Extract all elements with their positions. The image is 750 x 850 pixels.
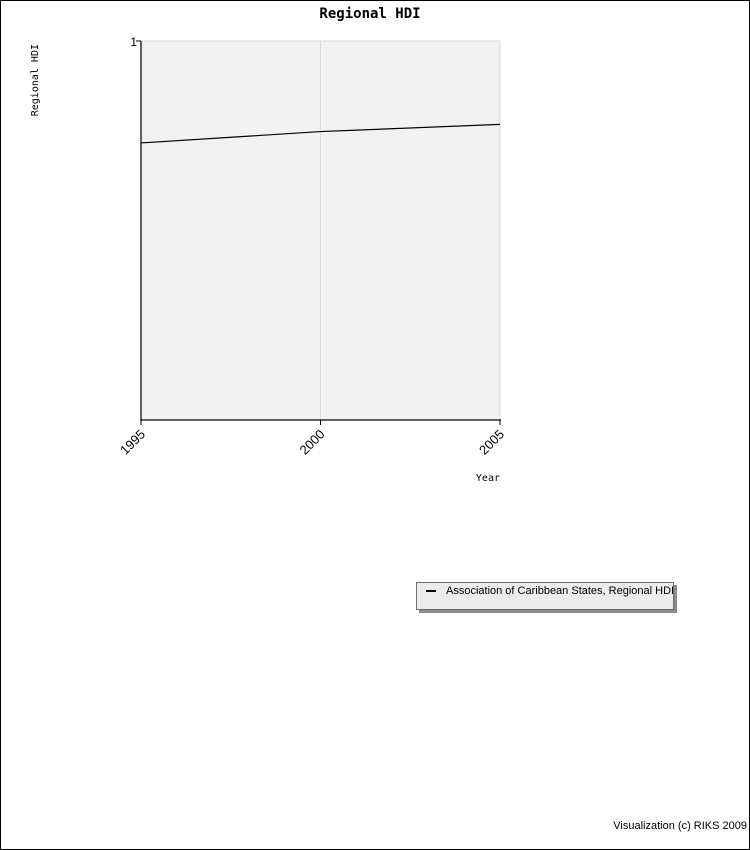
y-axis-label: Regional HDI <box>30 44 41 116</box>
x-tick-label: 2005 <box>476 427 507 458</box>
y-tick-label: 1 <box>130 35 137 49</box>
legend-swatch <box>426 590 436 592</box>
legend-label: Association of Caribbean States, Regiona… <box>446 585 675 597</box>
plot-area: 1995 2000 2005 1 <box>117 35 507 458</box>
legend: Association of Caribbean States, Regiona… <box>416 582 674 610</box>
x-tick-label: 1995 <box>117 427 148 458</box>
x-axis-label: Year <box>476 473 500 484</box>
x-tick-label: 2000 <box>297 427 328 458</box>
series-line <box>140 123 501 144</box>
credit-text: Visualization (c) RIKS 2009 <box>613 820 747 832</box>
chart-title: Regional HDI <box>319 6 420 22</box>
